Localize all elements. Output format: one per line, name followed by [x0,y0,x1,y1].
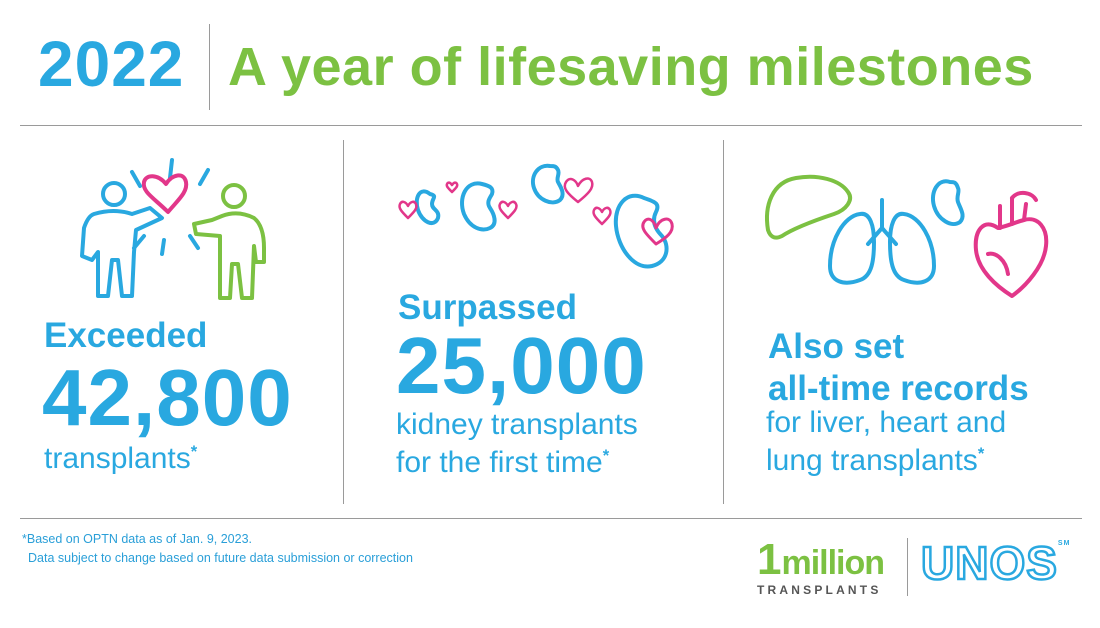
stat-1-desc: transplants* [44,442,198,475]
headline: A year of lifesaving milestones [228,37,1034,97]
header-divider [209,24,210,110]
year-title: 2022 [38,28,185,100]
column-divider-2 [723,140,724,504]
people-heart-icon [80,158,266,300]
million-word: million [781,544,885,582]
footnote-line-1: *Based on OPTN data as of Jan. 9, 2023. [22,532,253,546]
unos-logo: UNOSSM [920,537,1071,589]
top-rule [20,125,1082,126]
stat-1-lead: Exceeded [44,316,208,355]
bottom-rule [20,518,1082,519]
stat-3-desc: for liver, heart and lung transplants* [766,406,1007,477]
footnote: *Based on OPTN data as of Jan. 9, 2023. … [22,530,413,568]
stat-2-lead: Surpassed [398,288,577,327]
stat-1-value: 42,800 [42,353,293,442]
million-number: 1 [757,535,782,584]
column-divider-1 [343,140,344,504]
stat-3-lead: Also set all-time records [768,327,1029,408]
million-sub: TRANSPLANTS [757,583,882,597]
stat-2-value: 25,000 [396,321,647,410]
organs-icon [765,174,1049,298]
footnote-line-2: Data subject to change based on future d… [28,550,413,565]
kidneys-hearts-icon [398,163,674,269]
million-transplants-logo: 1million TRANSPLANTS [757,535,885,598]
stat-2-desc: kidney transplants for the first time* [396,408,638,479]
unos-service-mark: SM [1057,540,1071,547]
logo-divider [907,538,908,596]
